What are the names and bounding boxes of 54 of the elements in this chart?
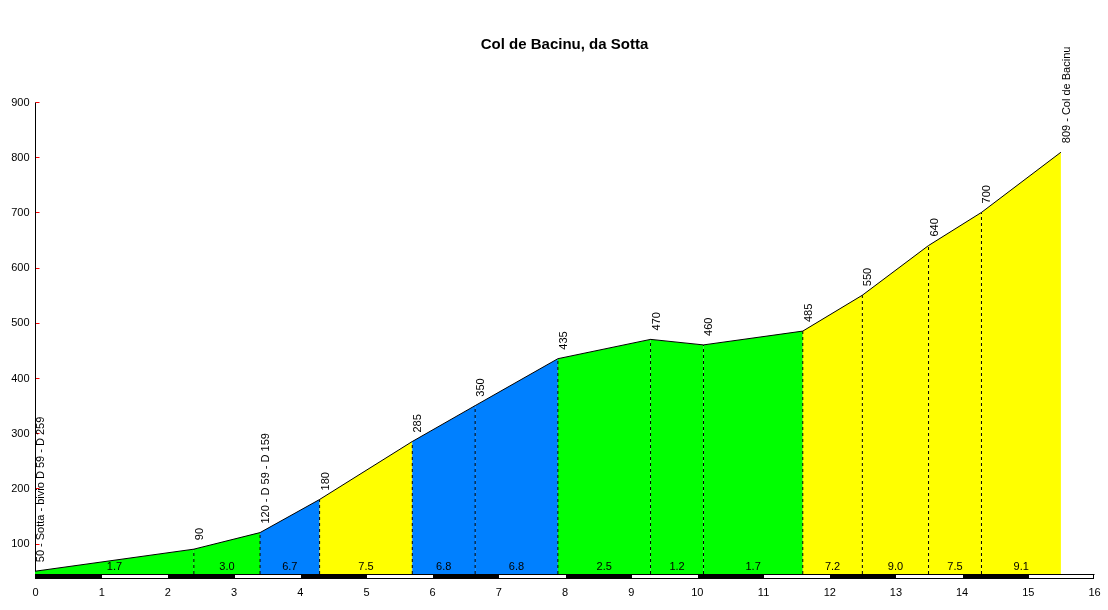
x-tick-label: 0 bbox=[32, 585, 39, 598]
y-tick-label: 300 bbox=[11, 426, 30, 439]
annotation: 1.2 bbox=[669, 560, 685, 572]
annotation: 3.0 bbox=[219, 560, 235, 572]
annotation: 2.5 bbox=[596, 560, 612, 572]
x-tick-label: 2 bbox=[164, 585, 171, 598]
annotation: 50 - Sotta - bivio D 59 - D 259 bbox=[34, 416, 46, 563]
annotation: 1.7 bbox=[106, 560, 123, 572]
annotation: 9.0 bbox=[887, 560, 904, 572]
x-tick-label: 16 bbox=[1088, 585, 1101, 598]
annotation: 700 bbox=[980, 185, 993, 204]
x-tick-label: 5 bbox=[363, 585, 370, 598]
annotation: 9.1 bbox=[1013, 560, 1029, 572]
x-tick-label: 14 bbox=[956, 585, 969, 598]
x-tick-label: 13 bbox=[889, 585, 903, 598]
y-tick-label: 500 bbox=[11, 316, 30, 329]
x-tick-label: 15 bbox=[1022, 585, 1035, 598]
y-tick-label: 900 bbox=[11, 95, 30, 108]
y-tick-label: 100 bbox=[11, 537, 30, 550]
annotation: 550 bbox=[861, 267, 874, 287]
y-tick-label: 200 bbox=[11, 481, 30, 494]
annotation: 435 bbox=[556, 331, 569, 350]
annotation: 6.8 bbox=[436, 560, 452, 572]
annotation: 180 bbox=[318, 472, 331, 491]
x-tick-label: 4 bbox=[297, 585, 304, 598]
annotation: 470 bbox=[649, 312, 662, 331]
y-tick-label: 800 bbox=[11, 150, 30, 163]
x-tick-label: 6 bbox=[429, 585, 436, 598]
x-tick-label: 1 bbox=[98, 585, 105, 598]
annotation: 285 bbox=[411, 414, 424, 433]
annotation: 809 - Col de Bacinu bbox=[1059, 46, 1072, 144]
annotation: 1.7 bbox=[745, 560, 761, 572]
annotation: 350 bbox=[474, 378, 487, 397]
chart-title: Col de Bacinu, da Sotta bbox=[480, 34, 649, 52]
y-tick-label: 700 bbox=[11, 205, 30, 218]
annotation: 485 bbox=[801, 303, 814, 323]
annotation: 120 - D 59 - D 159 bbox=[259, 433, 272, 524]
annotation: 6.8 bbox=[508, 560, 525, 572]
annotation: 7.5 bbox=[947, 560, 963, 572]
y-tick-label: 600 bbox=[11, 261, 30, 274]
x-tick-label: 11 bbox=[757, 585, 770, 598]
x-tick-label: 12 bbox=[823, 585, 836, 598]
x-tick-label: 8 bbox=[561, 585, 569, 598]
annotation: 90 bbox=[192, 527, 205, 541]
x-tick-label: 9 bbox=[628, 585, 635, 598]
annotation: 6.7 bbox=[282, 560, 298, 572]
y-tick-label: 400 bbox=[11, 371, 30, 384]
annotation: 460 bbox=[702, 317, 715, 336]
x-tick-label: 10 bbox=[691, 585, 704, 598]
x-tick-label: 3 bbox=[231, 585, 238, 598]
annotation: 7.2 bbox=[824, 560, 841, 572]
annotation: 640 bbox=[927, 218, 940, 237]
x-tick-label: 7 bbox=[495, 585, 502, 598]
annotation: 7.5 bbox=[358, 560, 374, 572]
